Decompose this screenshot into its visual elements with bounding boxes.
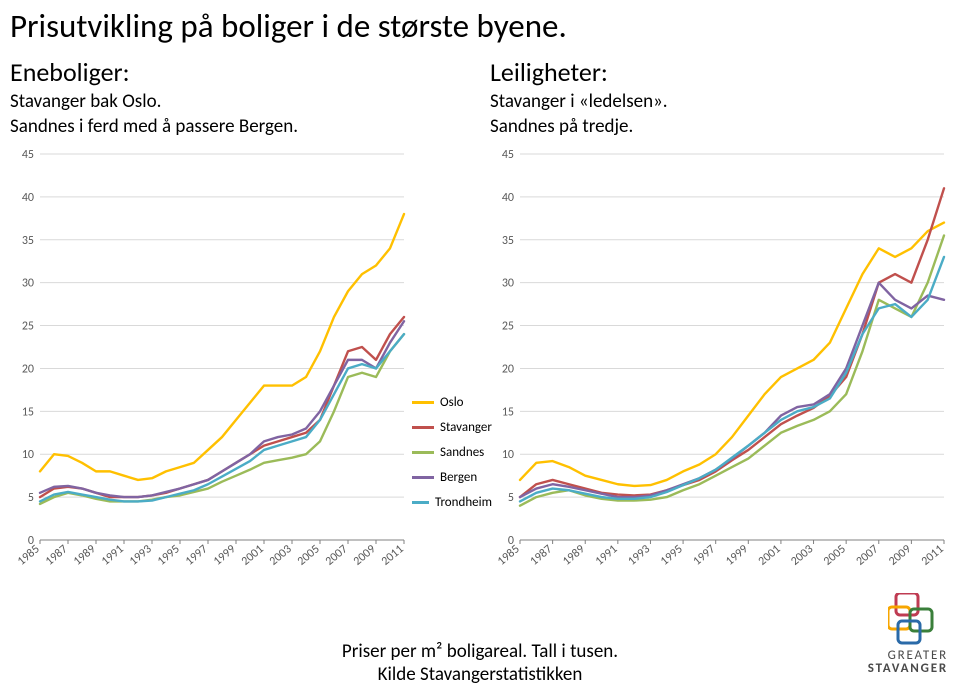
legend-swatch [412, 476, 434, 479]
svg-text:45: 45 [22, 150, 34, 162]
legend-item-sandnes: Sandnes [412, 445, 492, 460]
svg-text:2005: 2005 [295, 542, 323, 568]
svg-text:2009: 2009 [886, 542, 914, 568]
svg-text:1987: 1987 [528, 542, 556, 568]
legend-swatch [412, 401, 434, 404]
legend-label: Sandnes [440, 445, 484, 460]
svg-text:1987: 1987 [43, 542, 71, 568]
svg-text:1985: 1985 [495, 542, 523, 568]
legend-label: Trondheim [435, 495, 492, 510]
svg-text:40: 40 [22, 191, 34, 205]
svg-text:25: 25 [22, 320, 34, 334]
svg-text:25: 25 [502, 320, 514, 334]
svg-text:1999: 1999 [211, 542, 239, 568]
svg-text:2001: 2001 [239, 542, 267, 568]
svg-text:1991: 1991 [593, 542, 621, 568]
right-heading: Leiligheter: [490, 56, 930, 88]
left-line1: Stavanger bak Oslo. [10, 90, 450, 115]
legend-swatch [412, 501, 429, 504]
svg-text:2009: 2009 [351, 542, 379, 568]
svg-text:1989: 1989 [560, 542, 588, 568]
svg-text:2011: 2011 [379, 542, 407, 568]
legend-swatch [412, 451, 434, 454]
legend-item-bergen: Bergen [412, 470, 492, 485]
svg-text:35: 35 [22, 234, 34, 248]
svg-text:20: 20 [502, 362, 514, 376]
footer-line2: Kilde Stavangerstatistikken [378, 663, 583, 686]
svg-text:2007: 2007 [854, 542, 882, 568]
svg-text:1989: 1989 [71, 542, 99, 568]
svg-text:15: 15 [22, 405, 34, 419]
svg-text:20: 20 [22, 362, 34, 376]
legend-label: Bergen [440, 470, 477, 485]
left-line2: Sandnes i ferd med å passere Bergen. [10, 115, 450, 140]
left-heading: Eneboliger: [10, 56, 450, 88]
left-subheading-block: Eneboliger: Stavanger bak Oslo. Sandnes … [10, 56, 450, 139]
svg-text:10: 10 [502, 448, 514, 462]
svg-text:15: 15 [502, 405, 514, 419]
svg-text:1995: 1995 [155, 542, 183, 568]
svg-text:1985: 1985 [15, 542, 43, 568]
svg-text:40: 40 [502, 191, 514, 205]
svg-text:1993: 1993 [625, 542, 653, 568]
svg-text:2011: 2011 [919, 542, 947, 568]
svg-text:2003: 2003 [267, 542, 295, 568]
svg-text:30: 30 [502, 277, 514, 291]
legend-label: Oslo [440, 395, 464, 410]
right-subheading-block: Leiligheter: Stavanger i «ledelsen». San… [490, 56, 930, 139]
svg-text:10: 10 [22, 448, 34, 462]
legend-label: Stavanger [440, 420, 492, 435]
svg-text:1997: 1997 [691, 542, 719, 568]
svg-text:1993: 1993 [127, 542, 155, 568]
svg-text:5: 5 [508, 491, 514, 505]
svg-text:1995: 1995 [658, 542, 686, 568]
svg-text:2001: 2001 [756, 542, 784, 568]
svg-text:35: 35 [502, 234, 514, 248]
legend-item-oslo: Oslo [412, 395, 492, 410]
svg-text:1991: 1991 [99, 542, 127, 568]
svg-text:2007: 2007 [323, 542, 351, 568]
legend: Oslo Stavanger Sandnes Bergen Trondheim [412, 395, 492, 520]
chart-leiligheter: 0510152025303540451985198719891991199319… [490, 150, 950, 590]
svg-text:1999: 1999 [723, 542, 751, 568]
chart-eneboliger: 0510152025303540451985198719891991199319… [10, 150, 410, 590]
legend-item-stavanger: Stavanger [412, 420, 492, 435]
right-line1: Stavanger i «ledelsen». [490, 90, 930, 115]
svg-text:5: 5 [28, 491, 34, 505]
svg-text:30: 30 [22, 277, 34, 291]
greater-stavanger-logo: GREATER STAVANGER [788, 593, 948, 675]
page-title: Prisutvikling på boliger i de største by… [10, 6, 567, 46]
svg-text:2005: 2005 [821, 542, 849, 568]
legend-item-trondheim: Trondheim [412, 495, 492, 510]
logo-text2: STAVANGER [868, 661, 948, 676]
legend-swatch [412, 426, 434, 429]
right-line2: Sandnes på tredje. [490, 115, 930, 140]
svg-text:2003: 2003 [788, 542, 816, 568]
footer-line1: Priser per m² boligareal. Tall i tusen. [342, 640, 618, 663]
svg-text:1997: 1997 [183, 542, 211, 568]
svg-text:45: 45 [502, 150, 514, 162]
